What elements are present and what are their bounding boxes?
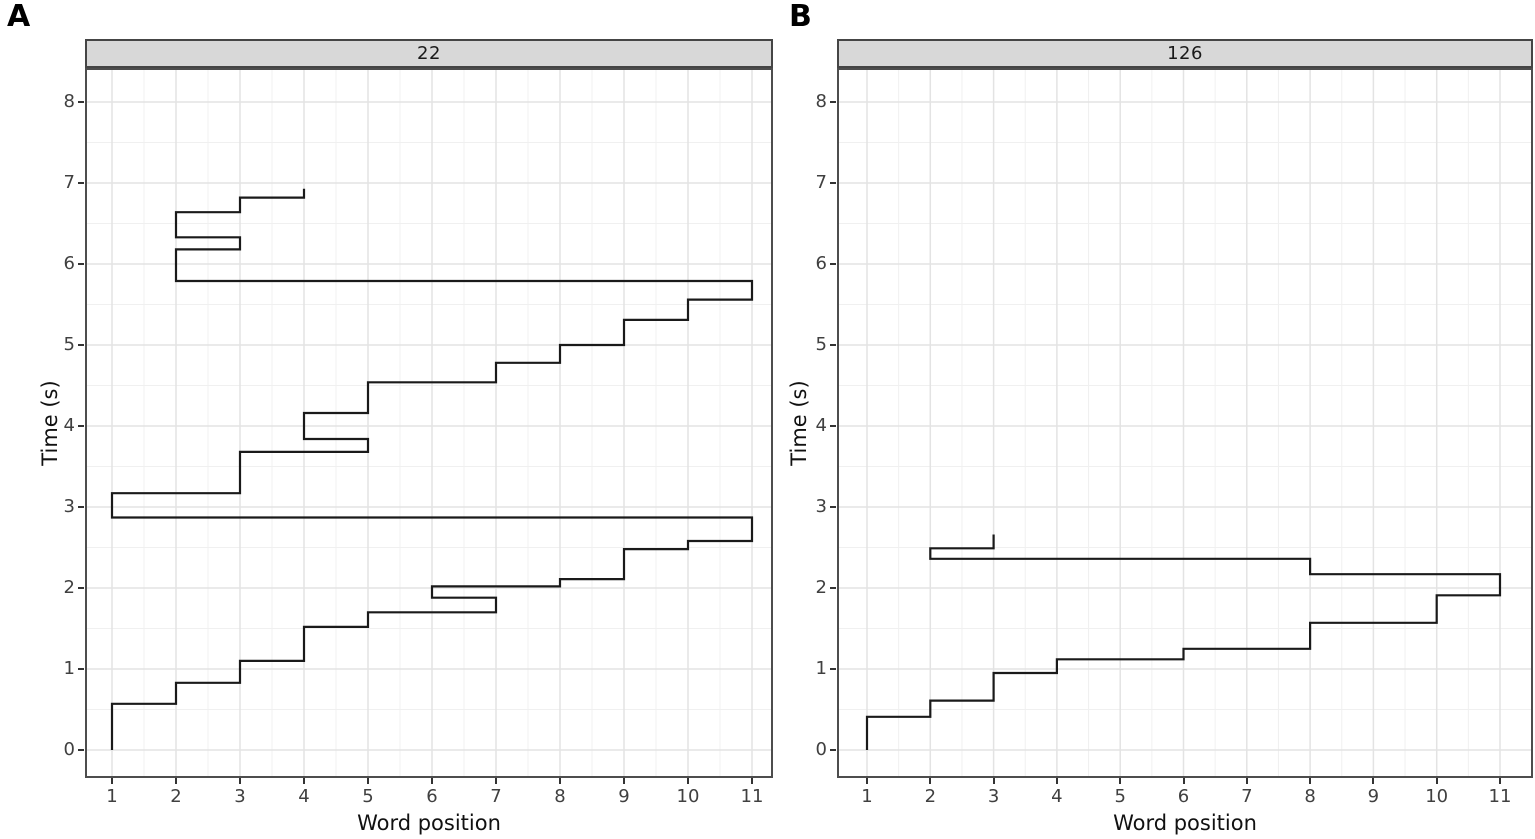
x-tick-label: 4 [298, 786, 310, 807]
y-tick-label: 6 [815, 253, 827, 274]
x-tick-label: 2 [924, 786, 937, 807]
y-tick-label: 0 [63, 739, 75, 760]
x-tick-label: 1 [106, 786, 118, 807]
x-tick-mark [992, 778, 995, 784]
x-tick-label: 11 [1488, 786, 1512, 807]
scanpath-chart-b [837, 68, 1533, 778]
facet-strip-a: 22 [85, 39, 773, 68]
y-tick-mark [78, 425, 84, 427]
x-tick-label: 6 [426, 786, 438, 807]
x-axis-title-b: Word position [1113, 811, 1257, 835]
x-tick-label: 6 [1177, 786, 1190, 807]
x-tick-label: 1 [861, 786, 873, 807]
y-tick-label: 4 [63, 415, 75, 436]
y-tick-mark [830, 101, 836, 103]
y-tick-mark [830, 668, 836, 670]
y-tick-mark [78, 263, 84, 265]
y-tick-label: 1 [63, 658, 75, 679]
y-tick-mark [830, 425, 836, 427]
y-tick-label: 8 [815, 91, 827, 112]
scanpath-chart-a [85, 68, 773, 778]
scanpath-step-line [865, 534, 1502, 750]
y-tick-mark [830, 344, 836, 346]
x-tick-mark [1435, 778, 1438, 784]
plot-area-a [85, 68, 773, 778]
x-tick-mark [1499, 778, 1501, 784]
y-tick-label: 3 [815, 496, 827, 517]
y-tick-mark [78, 101, 84, 103]
y-tick-label: 7 [63, 172, 75, 193]
x-tick-mark [687, 778, 689, 784]
x-tick-label: 5 [1114, 786, 1126, 807]
plot-area-b [837, 68, 1533, 778]
y-tick-label: 2 [63, 577, 75, 598]
x-tick-label: 9 [618, 786, 630, 807]
y-tick-label: 2 [815, 577, 827, 598]
y-tick-label: 8 [63, 91, 75, 112]
x-tick-label: 3 [987, 786, 1000, 807]
y-tick-label: 5 [63, 334, 75, 355]
y-tick-mark [830, 263, 836, 265]
x-tick-label: 2 [170, 786, 182, 807]
facet-strip-b: 126 [837, 39, 1533, 68]
x-tick-label: 8 [554, 786, 566, 807]
x-tick-mark [495, 778, 497, 784]
x-tick-mark [751, 778, 753, 784]
x-tick-label: 11 [740, 786, 764, 807]
x-tick-mark [1309, 778, 1312, 784]
y-tick-mark [78, 749, 84, 751]
y-tick-label: 3 [63, 496, 75, 517]
x-tick-label: 10 [676, 786, 700, 807]
panel-border [837, 68, 1533, 778]
x-tick-mark [1245, 778, 1248, 784]
x-tick-mark [1372, 778, 1375, 784]
y-tick-label: 5 [815, 334, 827, 355]
y-tick-mark [78, 182, 84, 184]
facet-strip-label-b: 126 [1167, 43, 1203, 64]
x-tick-mark [175, 778, 177, 784]
x-tick-mark [1119, 778, 1122, 784]
y-tick-label: 6 [63, 253, 75, 274]
x-tick-label: 5 [362, 786, 374, 807]
x-tick-mark [866, 778, 868, 784]
y-tick-mark [830, 587, 836, 589]
x-tick-mark [239, 778, 241, 784]
x-tick-label: 7 [490, 786, 502, 807]
y-tick-mark [830, 506, 836, 508]
panel-border [85, 68, 773, 778]
y-tick-label: 4 [815, 415, 827, 436]
x-tick-mark [1182, 778, 1185, 784]
y-tick-label: 0 [815, 739, 827, 760]
x-tick-mark [1055, 778, 1058, 784]
x-tick-label: 4 [1051, 786, 1063, 807]
facet-strip-label-a: 22 [417, 43, 441, 64]
x-tick-label: 7 [1241, 786, 1253, 807]
x-axis-title-a: Word position [357, 811, 501, 835]
x-tick-label: 3 [234, 786, 246, 807]
x-tick-mark [623, 778, 625, 784]
x-tick-mark [111, 778, 113, 784]
y-tick-mark [830, 182, 836, 184]
x-tick-label: 10 [1425, 786, 1449, 807]
y-tick-label: 1 [815, 658, 827, 679]
panel-letter-a: A [7, 0, 31, 34]
y-tick-mark [78, 506, 84, 508]
x-tick-label: 9 [1367, 786, 1380, 807]
panel-letter-b: B [789, 0, 812, 34]
y-tick-label: 7 [815, 172, 827, 193]
x-tick-mark [431, 778, 433, 784]
y-tick-mark [78, 587, 84, 589]
x-tick-label: 8 [1304, 786, 1316, 807]
x-tick-mark [929, 778, 932, 784]
x-tick-mark [303, 778, 305, 784]
y-tick-mark [78, 668, 84, 670]
x-tick-mark [559, 778, 561, 784]
x-tick-mark [367, 778, 369, 784]
y-tick-mark [830, 749, 836, 751]
y-tick-mark [78, 344, 84, 346]
scanpath-step-line [110, 188, 754, 750]
